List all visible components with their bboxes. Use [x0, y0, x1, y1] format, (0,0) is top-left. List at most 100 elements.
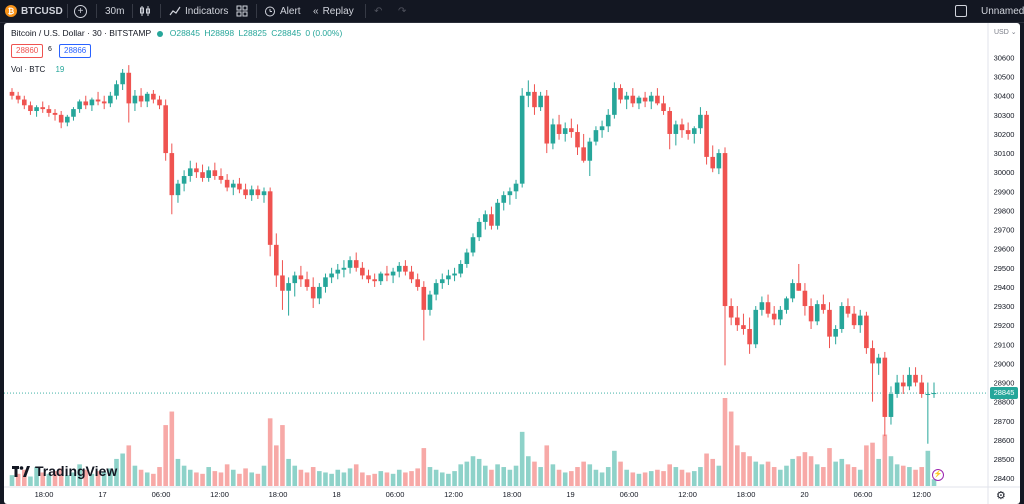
redo-button[interactable]: ↷	[398, 0, 406, 22]
volume-bar	[814, 464, 820, 486]
volume-bar	[612, 450, 617, 486]
candle-body	[341, 267, 347, 270]
candle-body	[194, 168, 199, 173]
volume-bar	[286, 458, 291, 486]
indicators-icon	[169, 6, 181, 16]
candle-body	[550, 124, 556, 144]
symbol-search-button[interactable]: ₿ BTCUSD	[5, 0, 63, 22]
volume-bar	[630, 472, 636, 486]
volume-bar	[274, 445, 279, 486]
settings-gear-icon[interactable]: ⚙	[996, 490, 1006, 502]
tradingview-logo[interactable]: TradingView	[12, 463, 117, 479]
candle-body	[58, 114, 64, 123]
candle-body	[562, 128, 568, 134]
candle-body	[292, 275, 298, 284]
templates-button[interactable]	[236, 0, 248, 22]
candle-body	[685, 130, 691, 134]
undo-icon: ↶	[374, 5, 383, 17]
interval-button[interactable]: 30m	[105, 0, 124, 22]
replay-button[interactable]: « Replay	[313, 0, 354, 22]
price-tick-label: 29300	[994, 302, 1015, 311]
volume-bar	[243, 468, 248, 486]
candle-body	[544, 95, 550, 144]
candle-body	[243, 189, 248, 196]
volume-bar	[323, 472, 328, 486]
undo-button[interactable]: ↶	[374, 0, 382, 22]
volume-bar	[267, 418, 273, 486]
time-tick-label: 19	[566, 490, 574, 499]
volume-bar	[40, 472, 46, 486]
candle-body	[870, 348, 875, 364]
volume-bar	[778, 469, 783, 486]
volume-bar	[366, 475, 371, 486]
volume-bar	[685, 472, 691, 486]
symbol-label: BTCUSD	[21, 5, 63, 17]
volume-bar	[341, 472, 347, 486]
indicators-button[interactable]: Indicators	[169, 0, 228, 22]
candle-body	[931, 393, 937, 395]
buy-price-button[interactable]: 28866	[59, 44, 92, 58]
volume-bar	[132, 465, 138, 486]
candle-body	[648, 95, 654, 102]
volume-bar	[526, 456, 531, 486]
candle-body	[40, 107, 46, 110]
chart-type-button[interactable]	[139, 0, 151, 22]
volume-bar	[298, 469, 304, 486]
time-tick-label: 18	[332, 490, 340, 499]
time-tick-label: 18:00	[737, 490, 756, 499]
candle-body	[489, 214, 494, 226]
candle-body	[845, 306, 851, 314]
candle-body	[9, 91, 15, 96]
candle-body	[698, 114, 703, 129]
volume-bar	[83, 469, 89, 486]
volume-bar	[169, 411, 175, 486]
candle-body	[661, 103, 666, 112]
volume-bar	[587, 464, 593, 486]
candle-body	[108, 95, 113, 104]
volume-bar	[495, 464, 500, 486]
price-tick-label: 30000	[994, 168, 1015, 177]
volume-bar	[747, 456, 752, 486]
replay-label: Replay	[322, 5, 354, 17]
candle-body	[673, 124, 679, 134]
candle-body	[21, 99, 27, 106]
layout-button[interactable]: Unnamed ⌄	[955, 0, 1024, 22]
volume-bar	[556, 469, 562, 486]
flash-icon[interactable]: ⚡	[932, 469, 944, 481]
alert-button[interactable]: Alert	[264, 0, 301, 22]
price-tick-label: 29000	[994, 359, 1015, 368]
price-chart[interactable]: 28400 28500 28600 28700 28800 28900 29000 29100…	[4, 23, 1020, 504]
sell-price-button[interactable]: 28860	[11, 44, 44, 58]
time-tick-label: 18:00	[269, 490, 288, 499]
candle-body	[630, 95, 636, 104]
candle-body	[237, 183, 242, 190]
candle-body	[360, 267, 365, 276]
chart-area[interactable]: 28400 28500 28600 28700 28800 28900 29000 29100…	[4, 23, 1020, 504]
tradingview-logo-icon	[12, 465, 30, 477]
volume-bar	[403, 472, 408, 486]
candle-body	[89, 99, 95, 106]
candle-body	[458, 263, 464, 274]
brand-name: TradingView	[35, 463, 118, 479]
layout-name: Unnamed	[981, 5, 1024, 17]
candle-body	[132, 95, 138, 104]
candle-body	[888, 394, 894, 417]
volume-bar	[144, 472, 150, 486]
volume-bar	[181, 465, 187, 486]
volume-bar	[790, 458, 795, 486]
volume-bar	[575, 467, 580, 486]
volume-bar	[255, 473, 261, 486]
templates-icon	[236, 5, 248, 17]
candle-body	[753, 309, 759, 345]
candle-body	[814, 304, 820, 322]
candle-body	[323, 277, 328, 287]
volume-bar	[513, 465, 519, 486]
candle-body	[280, 275, 285, 291]
candle-body	[894, 382, 900, 394]
volume-bar	[200, 473, 205, 486]
currency-label[interactable]: USD ⌄	[994, 29, 1017, 36]
volume-bar	[114, 458, 119, 486]
candle-body	[710, 156, 716, 169]
candle-body	[261, 191, 267, 196]
compare-button[interactable]: +	[74, 0, 87, 22]
